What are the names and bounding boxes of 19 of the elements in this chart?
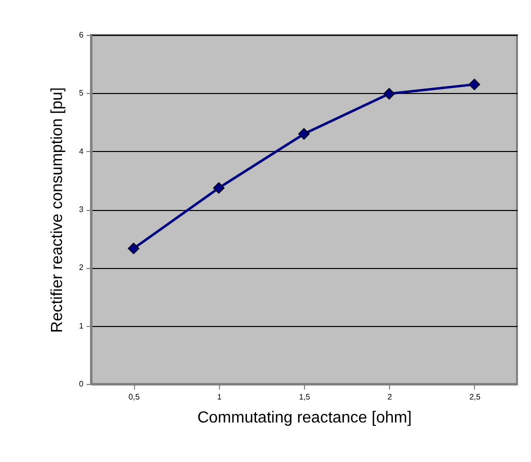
x-tick-label: 2,5 [469,392,482,402]
y-axis-title: Rectifier reactive consumption [pu] [49,87,66,333]
point [128,242,140,254]
point [298,128,310,140]
y-tick-label: 0 [79,380,84,388]
point [213,182,225,194]
x-tick-label: 1,5 [298,392,311,402]
y-tick-label: 1 [79,321,84,330]
x-axis-title: Commutating reactance [ohm] [197,410,412,426]
point [468,78,480,90]
y-tick-label: 5 [79,88,84,98]
y-tick-label: 2 [79,263,84,272]
x-tick-label: 1 [217,392,222,402]
y-tick-label: 4 [79,146,84,156]
point [383,88,395,100]
x-tick-label: 2 [387,392,392,402]
y-tick-label: 3 [79,205,84,214]
y-tick-label: 6 [79,30,84,40]
x-tick-label: 0,5 [128,392,140,402]
